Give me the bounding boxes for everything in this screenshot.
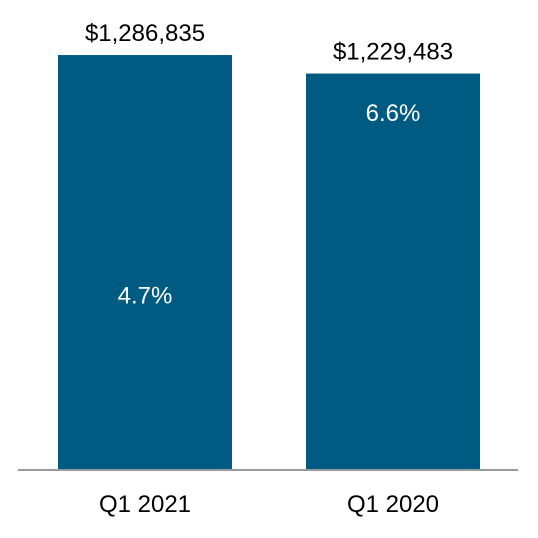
labels-layer: $1,286,835 4.7% Q1 2021 $1,229,483 6.6% Q1 20… <box>85 20 453 518</box>
bar-inner-label-0: 4.7% <box>118 283 173 310</box>
bar-value-label-1: $1,229,483 <box>333 39 453 66</box>
x-tick-label-1: Q1 2020 <box>347 491 439 518</box>
bar-inner-label-1: 6.6% <box>366 100 421 127</box>
x-tick-label-0: Q1 2021 <box>99 491 191 518</box>
bar-value-label-0: $1,286,835 <box>85 20 205 47</box>
bar-1 <box>306 73 480 470</box>
bar-0 <box>58 55 232 471</box>
bars-layer <box>58 55 480 471</box>
